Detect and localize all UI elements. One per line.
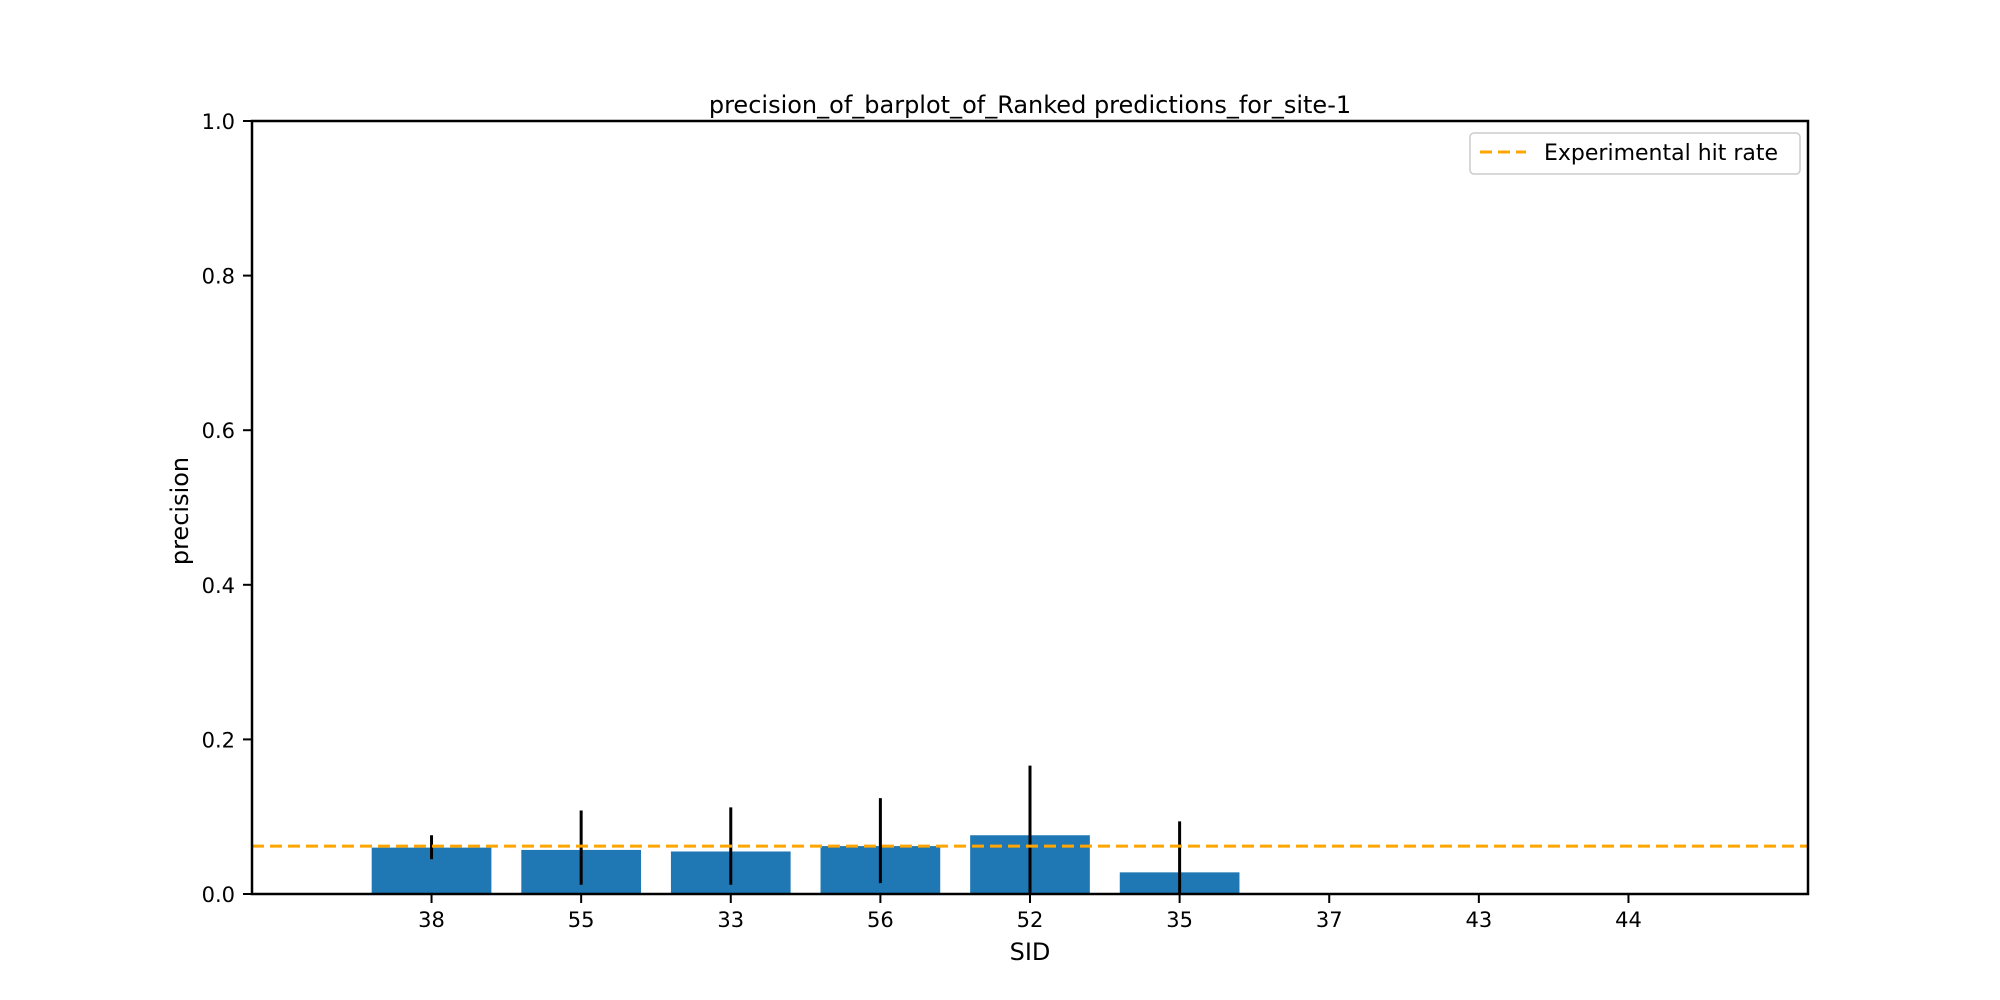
x-tick-label: 43 — [1465, 908, 1492, 932]
x-axis-label: SID — [1010, 938, 1051, 966]
x-tick-label: 56 — [867, 908, 894, 932]
y-tick-label: 0.6 — [202, 419, 235, 443]
y-tick-label: 1.0 — [202, 110, 235, 134]
legend-label: Experimental hit rate — [1544, 141, 1778, 166]
x-tick-label: 37 — [1316, 908, 1343, 932]
x-tick-label: 35 — [1166, 908, 1193, 932]
y-tick-label: 0.2 — [202, 728, 235, 752]
y-tick-label: 0.0 — [202, 883, 235, 907]
legend-box — [1469, 132, 1801, 175]
error-bars-layer — [430, 765, 1182, 894]
x-tick-label: 44 — [1615, 908, 1642, 932]
y-tick-label: 0.8 — [202, 265, 235, 289]
x-tick-label: 52 — [1017, 908, 1044, 932]
x-tick-label: 33 — [717, 908, 744, 932]
chart-title: precision_of_barplot_of_Ranked predictio… — [709, 91, 1351, 119]
legend: Experimental hit rate — [1469, 132, 1801, 175]
plot-area — [250, 119, 1810, 896]
y-axis: 0.0 0.2 0.4 0.6 0.8 1.0 — [202, 110, 252, 907]
x-axis: 38 55 33 56 52 35 37 43 44 — [418, 894, 1642, 932]
y-tick-label: 0.4 — [202, 574, 235, 598]
x-tick-label: 55 — [568, 908, 595, 932]
x-tick-label: 38 — [418, 908, 445, 932]
y-axis-label: precision — [166, 457, 194, 565]
